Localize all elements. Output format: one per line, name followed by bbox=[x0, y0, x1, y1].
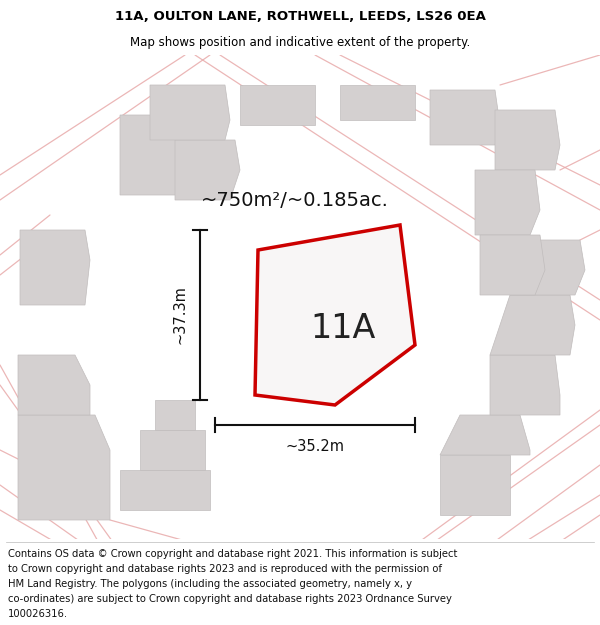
Polygon shape bbox=[490, 295, 575, 355]
Polygon shape bbox=[340, 85, 415, 120]
Polygon shape bbox=[440, 455, 510, 515]
Text: 11A: 11A bbox=[310, 312, 375, 346]
Text: Map shows position and indicative extent of the property.: Map shows position and indicative extent… bbox=[130, 36, 470, 49]
Polygon shape bbox=[510, 240, 585, 295]
Text: co-ordinates) are subject to Crown copyright and database rights 2023 Ordnance S: co-ordinates) are subject to Crown copyr… bbox=[8, 594, 452, 604]
Polygon shape bbox=[495, 110, 560, 170]
Text: ~35.2m: ~35.2m bbox=[286, 439, 344, 454]
Text: Contains OS data © Crown copyright and database right 2021. This information is : Contains OS data © Crown copyright and d… bbox=[8, 549, 457, 559]
Polygon shape bbox=[255, 225, 415, 405]
Polygon shape bbox=[440, 415, 530, 455]
Polygon shape bbox=[430, 90, 500, 145]
Polygon shape bbox=[120, 470, 210, 510]
Text: 11A, OULTON LANE, ROTHWELL, LEEDS, LS26 0EA: 11A, OULTON LANE, ROTHWELL, LEEDS, LS26 … bbox=[115, 10, 485, 23]
Polygon shape bbox=[490, 355, 560, 415]
Polygon shape bbox=[140, 430, 205, 470]
Polygon shape bbox=[18, 355, 90, 415]
Text: to Crown copyright and database rights 2023 and is reproduced with the permissio: to Crown copyright and database rights 2… bbox=[8, 564, 442, 574]
Text: 100026316.: 100026316. bbox=[8, 609, 68, 619]
Polygon shape bbox=[20, 230, 90, 305]
Polygon shape bbox=[475, 170, 540, 235]
Polygon shape bbox=[155, 400, 195, 430]
Polygon shape bbox=[240, 85, 315, 125]
Polygon shape bbox=[175, 140, 240, 200]
Text: ~750m²/~0.185ac.: ~750m²/~0.185ac. bbox=[201, 191, 389, 209]
Polygon shape bbox=[120, 115, 195, 195]
Text: ~37.3m: ~37.3m bbox=[173, 286, 188, 344]
Polygon shape bbox=[480, 235, 545, 295]
Polygon shape bbox=[18, 415, 110, 520]
Polygon shape bbox=[150, 85, 230, 140]
Text: HM Land Registry. The polygons (including the associated geometry, namely x, y: HM Land Registry. The polygons (includin… bbox=[8, 579, 412, 589]
